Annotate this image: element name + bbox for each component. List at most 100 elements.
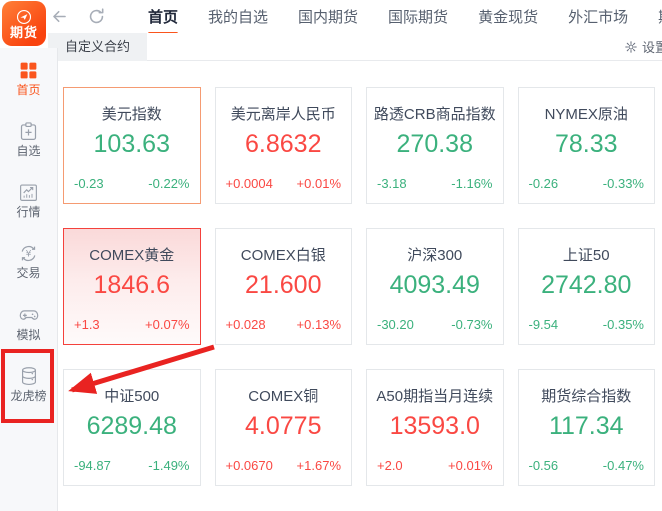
nav-tab-5[interactable]: 黄金现货 [478, 8, 539, 26]
top-nav-bar: 首页 我的自选 国内期货 国际期货 黄金现货 外汇市场 期 [0, 0, 662, 35]
quote-name: 沪深300 [407, 247, 463, 264]
nav-tab-4[interactable]: 国际期货 [388, 8, 449, 26]
nav-tab-7[interactable]: 期 [658, 0, 662, 35]
market-chart-icon [20, 184, 37, 201]
quote-card-9[interactable]: COMEX铜 4.0775 +0.0670 +1.67% [214, 369, 352, 486]
quote-name: COMEX白银 [240, 247, 326, 264]
quote-name: 美元指数 [101, 106, 162, 123]
sidebar-item-label: 交易 [16, 266, 41, 280]
quote-card-11[interactable]: 期货综合指数 117.34 -0.56 -0.47% [517, 369, 655, 486]
quote-card-2[interactable]: 路透CRB商品指数 270.38 -3.18 -1.16% [366, 87, 504, 204]
paper-plane-logo-icon [16, 9, 32, 24]
sidebar-item-leaderboard[interactable]: 龙虎榜 [1, 365, 57, 405]
quote-card-10[interactable]: A50期指当月连续 13593.0 +2.0 +0.01% [366, 369, 504, 486]
quote-price: 6.8632 [245, 130, 322, 158]
quote-change-row: +0.0670 +1.67% [216, 458, 352, 485]
app-logo[interactable]: 期货 [2, 1, 46, 46]
quote-name: 路透CRB商品指数 [373, 106, 496, 123]
quote-card-1[interactable]: 美元离岸人民币 6.8632 +0.0004 +0.01% [214, 87, 352, 204]
quote-card-0[interactable]: 美元指数 103.63 -0.23 -0.22% [63, 87, 201, 204]
quote-change-row: +2.0 +0.01% [367, 458, 503, 485]
trade-yuan-icon: ¥ [21, 245, 36, 262]
quote-change: -0.26 [528, 176, 559, 191]
toolbar: 自定义合约 设置 [48, 32, 662, 61]
app-logo-text: 期货 [9, 24, 38, 40]
quote-change-row: -94.87 -1.49% [64, 458, 200, 485]
sidebar-item-simulation[interactable]: 模拟 [1, 304, 57, 344]
quote-price: 1846.6 [93, 271, 170, 299]
quote-change: -3.18 [377, 176, 407, 191]
sidebar: 首页 自选 行情 ¥ [0, 48, 58, 511]
quote-change-row: -3.18 -1.16% [367, 176, 503, 203]
nav-tab-2[interactable]: 我的自选 [208, 8, 269, 26]
refresh-icon[interactable] [87, 7, 106, 26]
quote-change-percent: -0.47% [602, 458, 644, 473]
quote-change-row: -30.20 -0.73% [367, 317, 503, 344]
quote-change: +0.0670 [225, 458, 273, 473]
back-arrow-icon[interactable] [50, 7, 69, 26]
sidebar-item-home[interactable]: 首页 [1, 60, 57, 100]
quote-price: 2742.80 [541, 271, 632, 299]
quote-price: 21.600 [245, 271, 322, 299]
quote-price: 78.33 [554, 130, 618, 158]
quote-change-row: -0.23 -0.22% [64, 176, 200, 203]
quote-price: 6289.48 [86, 412, 177, 440]
gear-icon [625, 40, 637, 53]
watchlist-add-icon [20, 122, 37, 140]
quote-name: COMEX黄金 [89, 247, 175, 264]
quote-change: -0.23 [74, 176, 104, 191]
nav-tabs: 首页 我的自选 国内期货 国际期货 黄金现货 外汇市场 期 [148, 0, 662, 35]
quote-card-4[interactable]: COMEX黄金 1846.6 +1.3 +0.07% [63, 228, 201, 345]
quote-name: 上证50 [562, 247, 610, 264]
sidebar-item-quotes[interactable]: 行情 [1, 182, 57, 222]
quote-change-percent: +0.13% [296, 317, 341, 332]
quote-change: +2.0 [377, 458, 403, 473]
quote-change: +0.0004 [225, 176, 273, 191]
quote-change-percent: +0.01% [448, 458, 493, 473]
tab-custom-contracts[interactable]: 自定义合约 [48, 32, 148, 61]
quote-name: NYMEX原油 [544, 106, 628, 123]
quote-change-row: +0.0004 +0.01% [216, 176, 352, 203]
quote-change-row: -9.54 -0.35% [519, 317, 655, 344]
quote-change-percent: -0.35% [602, 317, 644, 332]
quote-change-row: +0.028 +0.13% [216, 317, 352, 344]
quote-price: 117.34 [548, 412, 624, 440]
simulation-gamepad-icon [19, 310, 38, 320]
quote-change: -94.87 [74, 458, 111, 473]
quote-card-3[interactable]: NYMEX原油 78.33 -0.26 -0.33% [517, 87, 655, 204]
quote-price: 4093.49 [389, 271, 480, 299]
quote-change-percent: +0.07% [145, 317, 190, 332]
quote-price: 270.38 [396, 130, 473, 158]
nav-tab-3[interactable]: 国内期货 [298, 8, 359, 26]
quote-card-7[interactable]: 上证50 2742.80 -9.54 -0.35% [517, 228, 655, 345]
home-grid-icon [20, 62, 37, 79]
quote-change-percent: -0.33% [602, 176, 644, 191]
quote-name: COMEX铜 [248, 388, 319, 405]
quote-change: -30.20 [377, 317, 414, 332]
nav-tab-1[interactable]: 首页 [148, 0, 179, 35]
quote-card-6[interactable]: 沪深300 4093.49 -30.20 -0.73% [366, 228, 504, 345]
quote-grid: 美元指数 103.63 -0.23 -0.22% 美元离岸人民币 6.8632 … [63, 87, 655, 486]
nav-history-controls [50, 7, 106, 26]
svg-text:¥: ¥ [26, 249, 32, 260]
nav-tab-6[interactable]: 外汇市场 [568, 8, 629, 26]
quote-change: -9.54 [528, 317, 559, 332]
settings-button[interactable]: 设置 [624, 37, 662, 56]
quote-price: 13593.0 [389, 412, 480, 440]
sidebar-item-watchlist[interactable]: 自选 [1, 121, 57, 161]
quote-change: -0.56 [528, 458, 559, 473]
quote-change: +0.028 [225, 317, 266, 332]
main-content: 美元指数 103.63 -0.23 -0.22% 美元离岸人民币 6.8632 … [58, 61, 662, 511]
quote-card-8[interactable]: 中证500 6289.48 -94.87 -1.49% [63, 369, 201, 486]
quote-change-percent: -0.22% [148, 176, 190, 191]
quote-change-percent: -1.16% [451, 176, 493, 191]
quote-change-percent: +1.67% [296, 458, 341, 473]
sidebar-item-trade[interactable]: ¥ 交易 [1, 243, 57, 283]
quote-price: 103.63 [93, 130, 170, 158]
quote-card-5[interactable]: COMEX白银 21.600 +0.028 +0.13% [214, 228, 352, 345]
sidebar-item-label: 首页 [16, 83, 41, 97]
quote-name: 期货综合指数 [541, 388, 632, 405]
quote-change-row: -0.26 -0.33% [519, 176, 655, 203]
quote-change-percent: -0.73% [451, 317, 493, 332]
